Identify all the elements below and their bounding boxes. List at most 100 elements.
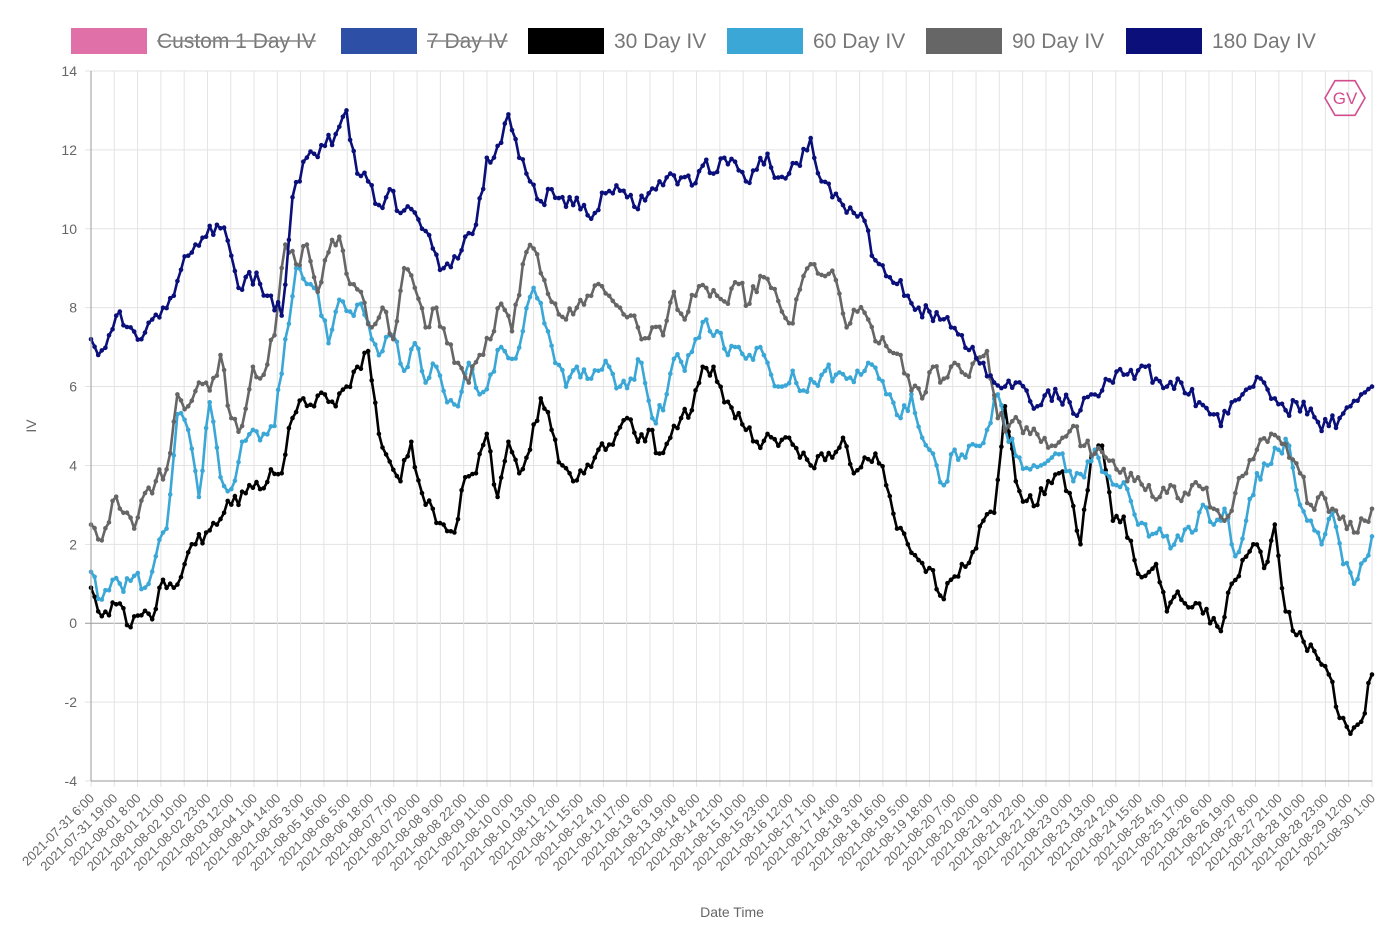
legend-swatch[interactable] bbox=[341, 28, 417, 54]
data-point bbox=[534, 196, 540, 202]
data-point bbox=[1272, 396, 1278, 401]
data-point bbox=[603, 358, 608, 364]
data-point bbox=[1330, 679, 1335, 685]
data-point bbox=[880, 335, 885, 340]
legend-item-90-day-iv[interactable]: 90 Day IV bbox=[926, 28, 1104, 54]
data-point bbox=[164, 526, 169, 531]
data-point bbox=[1060, 451, 1065, 456]
data-point bbox=[229, 415, 234, 421]
data-point bbox=[1337, 541, 1342, 546]
data-point bbox=[1171, 542, 1177, 547]
data-point bbox=[322, 318, 328, 323]
data-point bbox=[502, 307, 508, 313]
data-point bbox=[221, 483, 227, 489]
data-point bbox=[704, 317, 709, 322]
legend-label[interactable]: 90 Day IV bbox=[1012, 30, 1104, 53]
data-point bbox=[959, 561, 965, 567]
data-point bbox=[963, 345, 968, 351]
data-point bbox=[560, 463, 565, 468]
data-point bbox=[520, 157, 526, 162]
legend-swatch[interactable] bbox=[528, 28, 604, 54]
legend-label[interactable]: 180 Day IV bbox=[1212, 30, 1316, 53]
data-point bbox=[650, 427, 655, 433]
data-point bbox=[340, 114, 346, 119]
data-point bbox=[570, 368, 576, 373]
legend[interactable]: Custom 1 Day IV 7 Day IV 30 Day IV 60 Day I… bbox=[71, 28, 1316, 54]
data-point bbox=[376, 202, 382, 208]
data-point bbox=[1319, 490, 1324, 496]
data-point bbox=[977, 443, 983, 449]
data-point bbox=[1193, 403, 1198, 409]
data-point bbox=[171, 419, 177, 424]
data-point bbox=[1326, 509, 1332, 514]
data-point bbox=[963, 564, 968, 569]
data-point bbox=[1315, 495, 1321, 500]
data-point bbox=[1243, 387, 1249, 393]
data-point bbox=[239, 439, 245, 445]
legend-label[interactable]: 30 Day IV bbox=[614, 30, 706, 53]
data-point bbox=[563, 204, 569, 210]
data-point bbox=[1157, 378, 1162, 384]
data-point bbox=[1085, 459, 1090, 464]
data-point bbox=[1297, 630, 1303, 635]
data-point bbox=[1150, 494, 1155, 499]
data-point bbox=[398, 478, 403, 484]
data-point bbox=[801, 388, 806, 393]
data-point bbox=[1225, 590, 1231, 595]
data-point bbox=[840, 435, 846, 441]
data-point bbox=[1035, 502, 1040, 508]
data-point bbox=[480, 186, 486, 192]
data-point bbox=[711, 171, 716, 176]
data-point bbox=[113, 494, 119, 500]
data-point bbox=[491, 328, 497, 334]
data-point bbox=[1355, 398, 1360, 404]
data-point bbox=[581, 302, 587, 307]
legend-swatch[interactable] bbox=[71, 28, 147, 54]
data-point bbox=[139, 586, 144, 592]
data-point bbox=[988, 420, 993, 426]
data-point bbox=[121, 589, 126, 594]
data-point bbox=[351, 369, 357, 375]
data-point bbox=[585, 462, 590, 468]
legend-item-7-day-iv[interactable]: 7 Day IV bbox=[341, 28, 508, 54]
data-point bbox=[236, 502, 241, 508]
data-point bbox=[1326, 672, 1332, 677]
legend-item-custom-1-day-iv[interactable]: Custom 1 Day IV bbox=[71, 28, 316, 54]
data-point bbox=[668, 300, 673, 305]
data-point bbox=[865, 360, 871, 366]
data-point bbox=[1045, 445, 1051, 450]
data-point bbox=[819, 272, 824, 278]
data-point bbox=[455, 256, 461, 261]
data-point bbox=[117, 581, 123, 586]
legend-swatch[interactable] bbox=[1126, 28, 1202, 54]
data-point bbox=[639, 360, 644, 366]
data-point bbox=[437, 324, 443, 329]
data-point bbox=[858, 211, 864, 217]
legend-item-60-day-iv[interactable]: 60 Day IV bbox=[727, 28, 905, 54]
data-point bbox=[844, 325, 849, 330]
data-point bbox=[365, 348, 371, 354]
legend-swatch[interactable] bbox=[727, 28, 803, 54]
data-point bbox=[1056, 440, 1062, 445]
data-point bbox=[329, 399, 335, 405]
data-point bbox=[495, 306, 500, 311]
data-point bbox=[1258, 549, 1263, 554]
data-point bbox=[614, 431, 619, 437]
data-point bbox=[628, 313, 633, 318]
data-point bbox=[973, 546, 979, 551]
data-point bbox=[765, 151, 770, 157]
data-point bbox=[1009, 436, 1015, 442]
legend-item-180-day-iv[interactable]: 180 Day IV bbox=[1126, 28, 1316, 54]
data-point bbox=[484, 155, 490, 161]
data-point bbox=[858, 465, 864, 470]
legend-swatch[interactable] bbox=[926, 28, 1002, 54]
legend-label[interactable]: 60 Day IV bbox=[813, 30, 905, 53]
data-point bbox=[621, 378, 626, 384]
data-point bbox=[887, 493, 893, 499]
data-point bbox=[937, 317, 943, 322]
data-point bbox=[1143, 364, 1148, 370]
data-point bbox=[873, 338, 878, 344]
data-point bbox=[1081, 443, 1087, 449]
data-point bbox=[99, 538, 105, 543]
legend-item-30-day-iv[interactable]: 30 Day IV bbox=[528, 28, 706, 54]
